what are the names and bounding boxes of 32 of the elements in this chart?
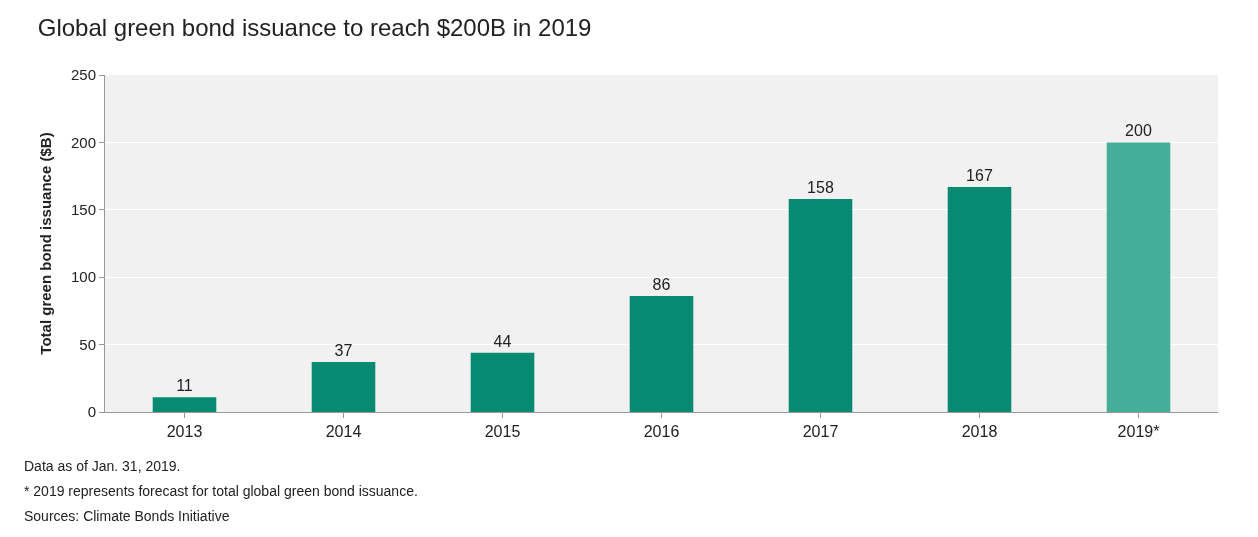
bar [470,352,535,412]
source-note: Sources: Climate Bonds Initiative [24,508,230,524]
bar [788,199,853,412]
y-tick-label: 100 [70,268,96,286]
y-axis-title: Total green bond issuance ($B) [37,132,55,355]
text: Data as of Jan. 31, 2019. [24,458,181,474]
y-tick-label: 200 [70,133,96,151]
bar [629,296,694,412]
data-label: 167 [966,166,993,184]
data-label: 37 [334,342,353,360]
y-tick-label: 250 [70,66,96,84]
data-label: 200 [1125,122,1152,140]
data-label: 158 [807,179,834,197]
x-tick-label: 2014 [325,423,362,441]
x-tick-label: 2015 [484,423,521,441]
y-tick-label: 50 [79,335,96,353]
y-tick-label: 150 [70,201,96,219]
chart-title: Global green bond issuance to reach $200B in 2019 [37,13,592,41]
y-tick-label: 0 [87,403,96,421]
x-tick-label: 2013 [166,423,203,441]
bar [152,397,217,412]
bar [947,186,1012,412]
data-label: 11 [176,377,193,395]
text: * 2019 represents forecast for total global green bond issuance. [24,483,418,499]
x-tick-label: 2017 [802,423,839,441]
bar [1106,142,1171,412]
data-label: 44 [493,332,512,350]
bar [311,362,376,412]
x-tick-label: 2019* [1117,423,1160,441]
data-label: 86 [652,276,671,294]
x-tick-label: 2018 [961,423,998,441]
x-tick-label: 2016 [643,423,680,441]
